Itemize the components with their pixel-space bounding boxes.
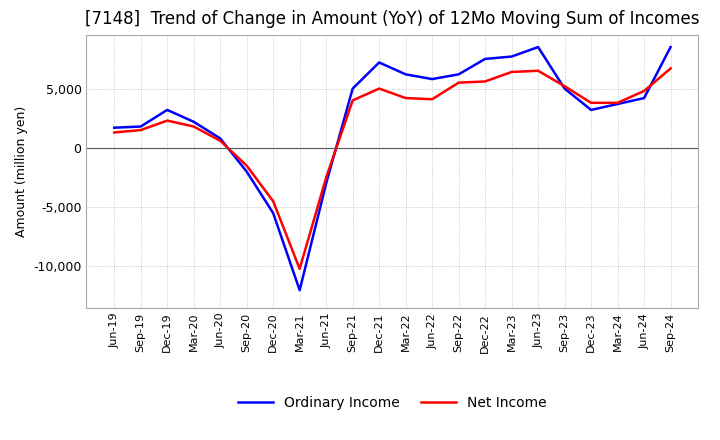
Net Income xyxy=(481,79,490,84)
Ordinary Income xyxy=(216,136,225,141)
Net Income xyxy=(375,86,384,91)
Net Income xyxy=(163,118,171,123)
Net Income xyxy=(454,80,463,85)
Legend: Ordinary Income, Net Income: Ordinary Income, Net Income xyxy=(233,391,552,416)
Ordinary Income xyxy=(508,54,516,59)
Ordinary Income xyxy=(375,60,384,65)
Line: Ordinary Income: Ordinary Income xyxy=(114,47,670,290)
Ordinary Income xyxy=(322,181,330,186)
Ordinary Income xyxy=(110,125,119,130)
Y-axis label: Amount (million yen): Amount (million yen) xyxy=(14,106,27,237)
Net Income xyxy=(216,138,225,143)
Net Income xyxy=(613,100,622,106)
Ordinary Income xyxy=(136,124,145,129)
Ordinary Income xyxy=(269,210,277,216)
Ordinary Income xyxy=(534,44,542,50)
Net Income xyxy=(640,88,649,94)
Ordinary Income xyxy=(613,101,622,106)
Net Income xyxy=(666,66,675,71)
Net Income xyxy=(401,95,410,101)
Ordinary Income xyxy=(428,77,436,82)
Ordinary Income xyxy=(401,72,410,77)
Net Income xyxy=(295,266,304,271)
Ordinary Income xyxy=(560,86,569,91)
Net Income xyxy=(508,70,516,75)
Net Income xyxy=(243,163,251,169)
Ordinary Income xyxy=(454,72,463,77)
Ordinary Income xyxy=(163,107,171,113)
Net Income xyxy=(428,97,436,102)
Net Income xyxy=(322,175,330,180)
Net Income xyxy=(587,100,595,106)
Ordinary Income xyxy=(587,107,595,113)
Ordinary Income xyxy=(348,86,357,91)
Net Income xyxy=(534,68,542,73)
Net Income xyxy=(189,124,198,129)
Ordinary Income xyxy=(481,56,490,62)
Ordinary Income xyxy=(640,95,649,101)
Ordinary Income xyxy=(666,44,675,50)
Ordinary Income xyxy=(295,288,304,293)
Net Income xyxy=(348,98,357,103)
Ordinary Income xyxy=(189,119,198,125)
Net Income xyxy=(110,130,119,135)
Net Income xyxy=(560,84,569,89)
Title: [7148]  Trend of Change in Amount (YoY) of 12Mo Moving Sum of Incomes: [7148] Trend of Change in Amount (YoY) o… xyxy=(85,10,700,28)
Net Income xyxy=(269,198,277,204)
Line: Net Income: Net Income xyxy=(114,68,670,269)
Net Income xyxy=(136,128,145,133)
Ordinary Income xyxy=(243,169,251,174)
